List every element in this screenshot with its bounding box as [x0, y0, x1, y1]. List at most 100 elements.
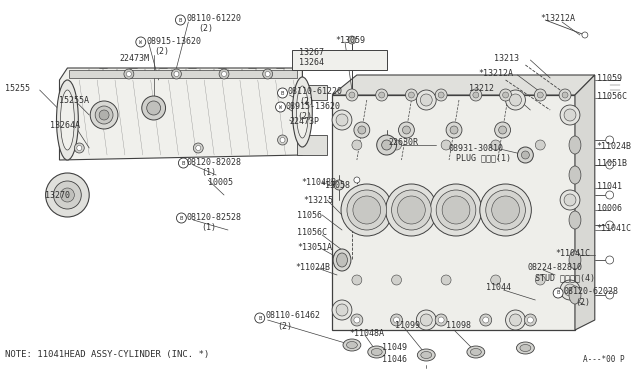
- Ellipse shape: [292, 77, 312, 147]
- Circle shape: [193, 143, 204, 153]
- Text: 11098: 11098: [446, 321, 471, 330]
- Circle shape: [262, 69, 273, 79]
- Ellipse shape: [569, 251, 581, 269]
- Text: 11044: 11044: [486, 283, 511, 292]
- Circle shape: [124, 69, 134, 79]
- Polygon shape: [60, 68, 302, 160]
- Circle shape: [332, 110, 352, 130]
- Circle shape: [394, 317, 399, 323]
- Circle shape: [605, 291, 614, 299]
- Ellipse shape: [296, 86, 308, 138]
- Ellipse shape: [397, 196, 425, 224]
- Circle shape: [99, 110, 109, 120]
- Circle shape: [408, 92, 414, 98]
- Circle shape: [535, 275, 545, 285]
- Text: (2): (2): [300, 96, 314, 106]
- Circle shape: [524, 314, 536, 326]
- Circle shape: [377, 135, 397, 155]
- Text: 08110-61220: 08110-61220: [287, 87, 342, 96]
- Polygon shape: [575, 75, 595, 330]
- Circle shape: [605, 191, 614, 199]
- Circle shape: [535, 140, 545, 150]
- Text: 22473P: 22473P: [289, 116, 319, 125]
- Text: 13212: 13212: [469, 83, 494, 93]
- Ellipse shape: [569, 136, 581, 154]
- Text: A---*00 P: A---*00 P: [583, 356, 625, 365]
- Circle shape: [172, 69, 181, 79]
- Text: 08931-30810: 08931-30810: [448, 144, 503, 153]
- Text: B: B: [180, 215, 183, 221]
- Text: (2): (2): [278, 321, 292, 330]
- Circle shape: [392, 140, 401, 150]
- Ellipse shape: [371, 349, 382, 356]
- Circle shape: [506, 310, 525, 330]
- Text: 08915-13620: 08915-13620: [147, 36, 202, 45]
- Circle shape: [255, 313, 265, 323]
- Circle shape: [417, 90, 436, 110]
- Polygon shape: [298, 85, 327, 100]
- Text: NOTE: 11041HEAD ASSY-CYLINDER (INC. *): NOTE: 11041HEAD ASSY-CYLINDER (INC. *): [5, 350, 209, 359]
- Text: (2): (2): [155, 46, 170, 55]
- Ellipse shape: [467, 346, 484, 358]
- Text: 22473M: 22473M: [119, 54, 149, 62]
- Circle shape: [336, 114, 348, 126]
- Text: 08120-82528: 08120-82528: [186, 212, 241, 221]
- Circle shape: [518, 147, 533, 163]
- Text: 11049: 11049: [381, 343, 406, 353]
- Text: 08110-61220: 08110-61220: [186, 13, 241, 22]
- Circle shape: [54, 181, 81, 209]
- Circle shape: [334, 180, 344, 190]
- Text: STUD スタッド(4): STUD スタッド(4): [535, 273, 595, 282]
- Text: 10006: 10006: [596, 203, 622, 212]
- Circle shape: [346, 89, 358, 101]
- Text: (1): (1): [201, 167, 216, 176]
- Ellipse shape: [346, 341, 357, 349]
- Circle shape: [500, 89, 511, 101]
- Ellipse shape: [430, 184, 482, 236]
- Circle shape: [564, 194, 576, 206]
- Text: 15255A: 15255A: [60, 96, 90, 105]
- Circle shape: [470, 89, 482, 101]
- Circle shape: [559, 89, 571, 101]
- Text: B: B: [179, 17, 182, 22]
- Circle shape: [390, 314, 403, 326]
- Text: 15255: 15255: [5, 83, 30, 93]
- Text: 08915-13620: 08915-13620: [285, 102, 340, 110]
- Text: W: W: [279, 105, 282, 109]
- Text: *11041C: *11041C: [596, 224, 632, 232]
- Ellipse shape: [421, 352, 432, 359]
- Circle shape: [90, 101, 118, 129]
- Circle shape: [605, 256, 614, 264]
- Ellipse shape: [470, 349, 481, 356]
- Circle shape: [278, 135, 287, 145]
- Text: 11059: 11059: [596, 74, 622, 83]
- Text: 11046: 11046: [381, 356, 406, 365]
- Circle shape: [219, 69, 229, 79]
- Circle shape: [438, 92, 444, 98]
- Text: 08120-82028: 08120-82028: [186, 157, 241, 167]
- Circle shape: [354, 122, 370, 138]
- Text: W: W: [140, 39, 142, 45]
- Circle shape: [605, 161, 614, 169]
- Circle shape: [276, 102, 285, 112]
- Text: (2): (2): [298, 112, 312, 121]
- Text: 08110-61462: 08110-61462: [266, 311, 321, 321]
- Ellipse shape: [480, 184, 531, 236]
- Polygon shape: [292, 50, 387, 70]
- Circle shape: [499, 126, 507, 134]
- Ellipse shape: [516, 342, 534, 354]
- Circle shape: [553, 288, 563, 298]
- Circle shape: [605, 221, 614, 229]
- Circle shape: [45, 173, 89, 217]
- Text: 13213: 13213: [493, 54, 518, 62]
- Text: *13059: *13059: [335, 35, 365, 45]
- Text: 22630R: 22630R: [388, 138, 419, 147]
- Circle shape: [438, 317, 444, 323]
- Text: *11048A: *11048A: [349, 328, 384, 337]
- Text: 13270: 13270: [45, 190, 70, 199]
- Circle shape: [450, 126, 458, 134]
- Circle shape: [177, 213, 186, 223]
- Circle shape: [379, 92, 385, 98]
- Circle shape: [376, 89, 388, 101]
- Circle shape: [420, 314, 432, 326]
